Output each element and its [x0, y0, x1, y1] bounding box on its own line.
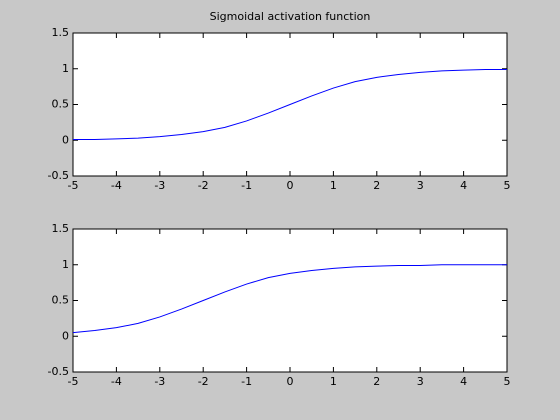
x-tick-label: 5: [504, 375, 511, 388]
y-tick-label: -0.5: [48, 169, 69, 182]
y-tick-label: -0.5: [48, 365, 69, 378]
x-tick-label: -4: [111, 179, 122, 192]
y-tick-label: 0.5: [52, 294, 70, 307]
x-tick-label: -5: [68, 375, 79, 388]
x-tick-label: 5: [504, 179, 511, 192]
x-tick-label: 2: [373, 179, 380, 192]
chart-title: Sigmoidal activation function: [210, 10, 371, 23]
y-tick-label: 1.5: [52, 222, 70, 235]
x-tick-label: 4: [460, 179, 467, 192]
x-tick-label: 4: [460, 375, 467, 388]
plot-area: [72, 228, 508, 373]
x-tick-label: -4: [111, 375, 122, 388]
x-tick-label: -1: [241, 375, 252, 388]
y-tick-label: 0: [62, 133, 69, 146]
x-tick-label: -5: [68, 179, 79, 192]
x-tick-label: -2: [198, 179, 209, 192]
y-tick-label: 1: [62, 62, 69, 75]
y-tick-label: 1: [62, 258, 69, 271]
x-tick-label: 1: [330, 179, 337, 192]
x-tick-label: 1: [330, 375, 337, 388]
x-tick-label: 3: [417, 375, 424, 388]
x-tick-label: 0: [287, 375, 294, 388]
data-line: [73, 68, 507, 141]
y-tick-label: 0.5: [52, 98, 70, 111]
x-tick-label: -3: [154, 375, 165, 388]
y-tick-label: 0: [62, 329, 69, 342]
y-tick-label: 1.5: [52, 26, 70, 39]
data-line: [72, 264, 507, 334]
x-tick-label: -3: [154, 179, 165, 192]
x-tick-label: 3: [417, 179, 424, 192]
x-tick-label: 0: [287, 179, 294, 192]
x-tick-label: -2: [198, 375, 209, 388]
x-tick-label: 2: [373, 375, 380, 388]
x-tick-label: -1: [241, 179, 252, 192]
